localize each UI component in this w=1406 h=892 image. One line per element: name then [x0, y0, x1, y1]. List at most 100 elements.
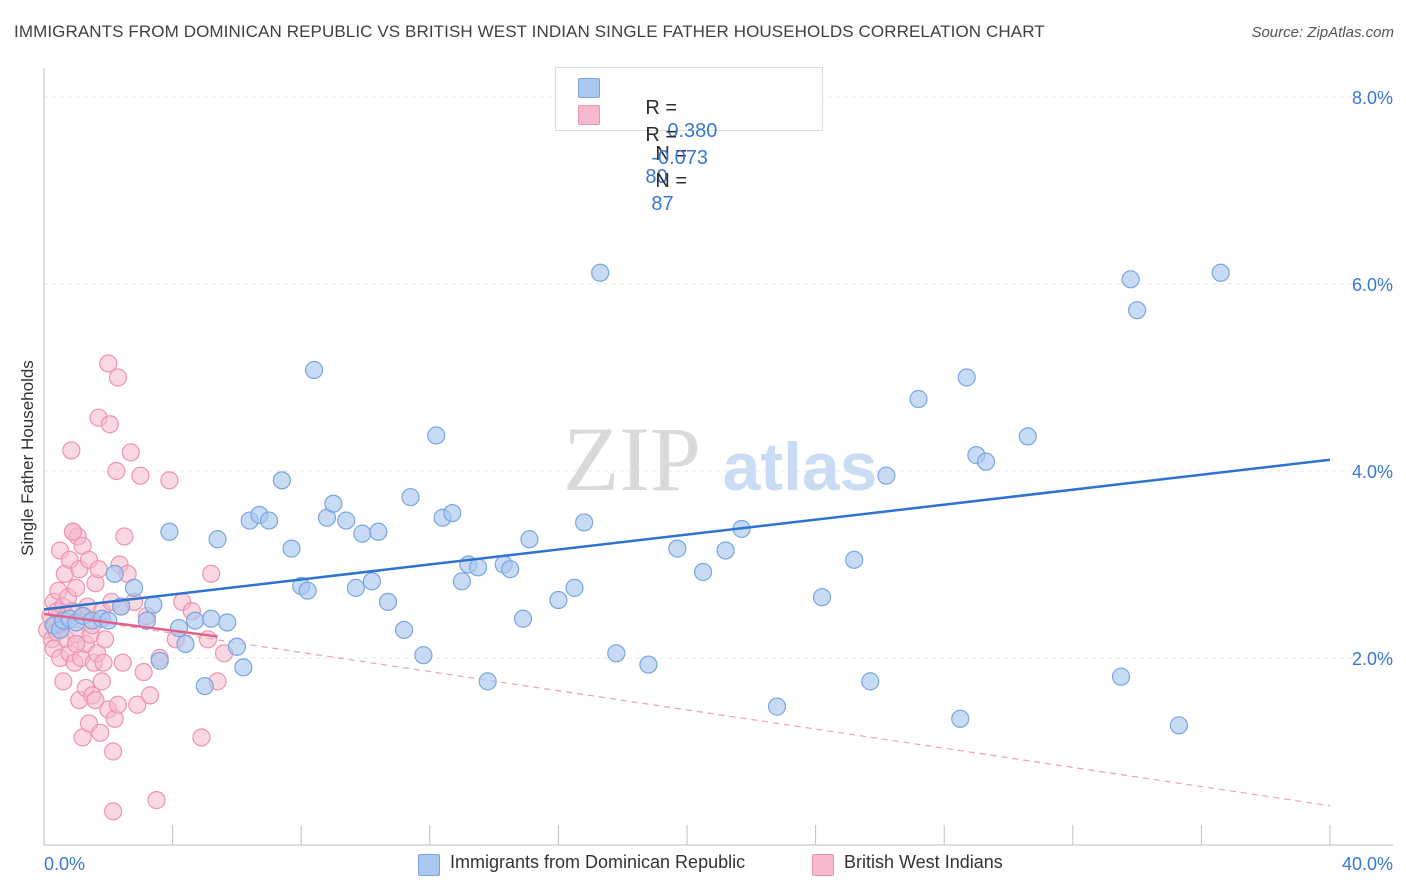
legend-swatch-series2 — [578, 105, 600, 125]
series1-point — [957, 368, 976, 387]
series2-point — [147, 791, 166, 810]
series2-point — [108, 368, 128, 387]
series1-point — [186, 611, 205, 630]
y-tick-labels: 2.0% 4.0% 6.0% 8.0% — [1352, 88, 1393, 669]
legend-n-series2: 87 — [651, 193, 674, 215]
series1-point — [282, 539, 301, 558]
series1-point — [478, 672, 497, 691]
series1-point — [144, 595, 163, 614]
series2-point — [134, 662, 153, 682]
series2-point — [192, 728, 211, 747]
series1-point — [668, 539, 687, 558]
series1-point — [259, 511, 279, 530]
series1-point — [208, 530, 227, 549]
series2-point — [104, 802, 123, 821]
series1-point — [378, 592, 398, 612]
series2-point — [62, 441, 81, 460]
series1-point — [362, 572, 382, 591]
series1-point — [105, 564, 124, 583]
y-tick-label: 8.0% — [1352, 88, 1393, 108]
y-tick-label: 2.0% — [1352, 649, 1393, 669]
series1-point — [353, 524, 372, 543]
x-tick-label-max: 40.0% — [1342, 854, 1393, 874]
legend-swatch-series1 — [578, 78, 600, 98]
series2-point — [128, 695, 147, 714]
series1-trend-line — [43, 458, 1331, 611]
series1-point — [394, 620, 414, 640]
series1-point — [845, 550, 864, 569]
series1-point — [227, 637, 246, 656]
series1-point — [369, 522, 388, 541]
legend-n-series1: 80 — [645, 166, 668, 188]
series1-point — [443, 503, 462, 523]
bottom-legend-swatch-series1 — [418, 854, 440, 876]
series2-point — [104, 742, 123, 761]
grid-lines — [44, 96, 1393, 659]
legend-n-label: N = — [655, 170, 688, 192]
y-axis-label: Single Father Households — [18, 360, 37, 556]
series2-trend-line — [43, 612, 218, 638]
series2-trend-extended — [43, 613, 1331, 807]
series1-point — [1121, 270, 1140, 289]
series1-point — [427, 426, 446, 445]
series2-point — [107, 461, 126, 481]
series2-point — [115, 527, 134, 546]
series1-point — [501, 560, 520, 579]
series1-point — [324, 494, 343, 513]
series1-point — [195, 676, 214, 696]
series1-point — [202, 609, 221, 628]
series1-point — [812, 588, 832, 607]
series2-point — [202, 564, 221, 583]
series1-point — [150, 651, 169, 670]
series2-point — [86, 690, 105, 710]
series1-point — [337, 511, 356, 530]
series1-point — [452, 572, 472, 591]
series2-point — [140, 686, 160, 705]
series1-point — [513, 609, 533, 628]
series1-point — [693, 562, 713, 582]
x-tick-label-min: 0.0% — [44, 854, 85, 874]
series2-trend — [43, 612, 218, 638]
series1-point — [1169, 716, 1188, 735]
series1-point — [565, 578, 584, 597]
series1-trend — [43, 458, 1331, 611]
series1-point — [1018, 427, 1037, 446]
series2-point — [95, 630, 115, 649]
series1-point — [951, 709, 970, 728]
axes — [43, 68, 1393, 846]
series1-point — [298, 581, 317, 600]
series1-point — [401, 488, 420, 507]
series1-point — [1211, 263, 1230, 282]
series1-point — [976, 452, 996, 471]
series2-point — [108, 695, 128, 714]
legend-n-label: N = — [655, 143, 688, 165]
series1-point — [160, 522, 179, 541]
series1-point — [234, 658, 253, 677]
legend-r-series2: -0.073 — [651, 147, 709, 169]
series1-point — [468, 558, 488, 577]
series2-point — [89, 560, 108, 579]
series1-point — [861, 672, 880, 691]
source-label: Source: ZipAtlas.com — [1251, 24, 1394, 41]
legend-r-label: R = — [645, 124, 678, 146]
series1-points — [44, 263, 1230, 735]
series1-point — [1127, 301, 1147, 320]
series1-point — [607, 644, 626, 663]
series2-point — [67, 634, 86, 654]
watermark-zip: ZIP — [563, 408, 701, 510]
bottom-legend-label-series2: British West Indians — [844, 852, 1003, 872]
series2-trend-line-extended — [43, 613, 1331, 807]
chart-title: IMMIGRANTS FROM DOMINICAN REPUBLIC VS BR… — [14, 22, 1045, 41]
series1-point — [767, 697, 787, 716]
watermark: ZIP atlas — [563, 408, 878, 510]
series2-point — [54, 672, 73, 691]
series1-point — [346, 578, 365, 597]
series1-point — [112, 597, 131, 616]
series1-point — [304, 360, 324, 380]
correlation-legend: R = 0.380 N = 80 R = -0.073 N = 87 — [555, 67, 823, 215]
series1-point — [169, 618, 189, 638]
series1-point — [877, 466, 896, 485]
legend-r-series1: 0.380 — [667, 120, 718, 142]
series2-point — [113, 653, 132, 672]
